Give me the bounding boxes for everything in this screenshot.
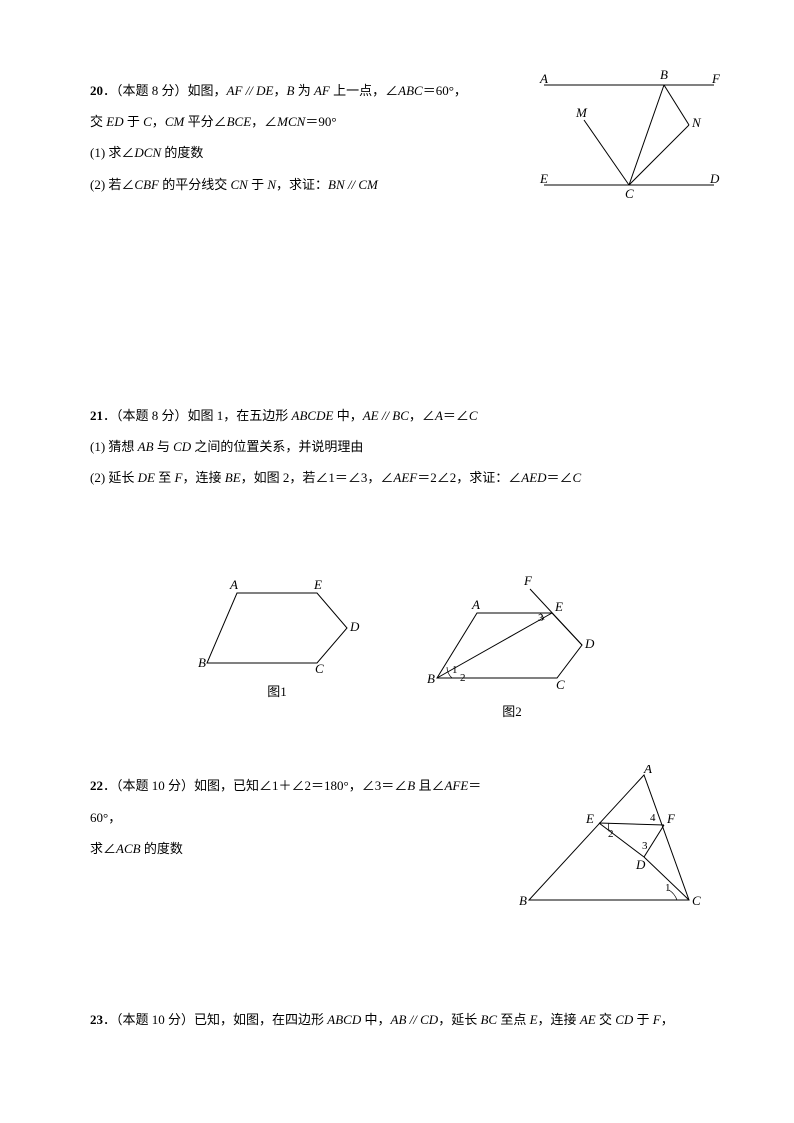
svg-text:C: C: [625, 186, 634, 201]
svg-text:D: D: [635, 857, 646, 872]
svg-text:A: A: [471, 597, 480, 612]
problem-21: 21．（本题 8 分）如图 1，在五边形 ABCDE 中，AE // BC，∠A…: [90, 400, 704, 721]
svg-text:B: B: [427, 671, 435, 686]
svg-text:C: C: [315, 661, 324, 673]
figure-22: 1 2 3 4 A B C D E F: [514, 765, 714, 919]
p20-num: 20: [90, 83, 103, 98]
svg-text:3: 3: [642, 840, 648, 852]
svg-text:D: D: [349, 619, 360, 634]
svg-text:D: D: [584, 636, 595, 651]
svg-text:A: A: [539, 71, 548, 86]
svg-text:F: F: [523, 573, 533, 588]
figures-21: A E D C B 图1 1: [90, 573, 704, 720]
fig2-caption: 图2: [422, 701, 602, 720]
svg-text:F: F: [711, 71, 721, 86]
svg-text:A: A: [643, 765, 652, 776]
problem-23-text: 23．（本题 10 分）已知，如图，在四边形 ABCD 中，AB // CD，延…: [90, 1004, 704, 1035]
problem-20: 20．（本题 8 分）如图，AF // DE，B 为 AF 上一点，∠ABC＝6…: [90, 75, 704, 200]
figure-20: A B F M N E C D: [534, 65, 724, 209]
svg-text:B: B: [660, 67, 668, 82]
figure-21-2: 1 2 3 A E F D C B: [422, 573, 602, 693]
svg-text:E: E: [539, 171, 548, 186]
p23-num: 23: [90, 1012, 103, 1027]
fig1-caption: 图1: [192, 681, 362, 700]
svg-text:B: B: [198, 655, 206, 670]
svg-text:4: 4: [650, 812, 656, 824]
p21-num: 21: [90, 408, 103, 423]
svg-text:1: 1: [452, 664, 458, 676]
svg-text:E: E: [554, 599, 563, 614]
svg-text:E: E: [585, 811, 594, 826]
svg-text:C: C: [556, 677, 565, 692]
svg-text:2: 2: [608, 828, 614, 840]
svg-text:B: B: [519, 893, 527, 908]
problem-22: 22．（本题 10 分）如图，已知∠1＋∠2＝180°，∠3＝∠B 且∠AFE＝…: [90, 770, 704, 864]
p22-num: 22: [90, 778, 103, 793]
svg-text:A: A: [229, 577, 238, 592]
svg-text:D: D: [709, 171, 720, 186]
svg-text:1: 1: [665, 882, 671, 894]
problem-20-text: 20．（本题 8 分）如图，AF // DE，B 为 AF 上一点，∠ABC＝6…: [90, 75, 530, 200]
svg-text:N: N: [691, 115, 702, 130]
svg-text:F: F: [666, 811, 676, 826]
svg-text:2: 2: [460, 672, 466, 684]
svg-text:M: M: [575, 105, 588, 120]
svg-text:E: E: [313, 577, 322, 592]
problem-21-text: 21．（本题 8 分）如图 1，在五边形 ABCDE 中，AE // BC，∠A…: [90, 400, 704, 494]
problem-23: 23．（本题 10 分）已知，如图，在四边形 ABCD 中，AB // CD，延…: [90, 1004, 704, 1035]
figure-21-1: A E D C B: [192, 573, 362, 673]
svg-text:C: C: [692, 893, 701, 908]
problem-22-text: 22．（本题 10 分）如图，已知∠1＋∠2＝180°，∠3＝∠B 且∠AFE＝…: [90, 770, 510, 864]
